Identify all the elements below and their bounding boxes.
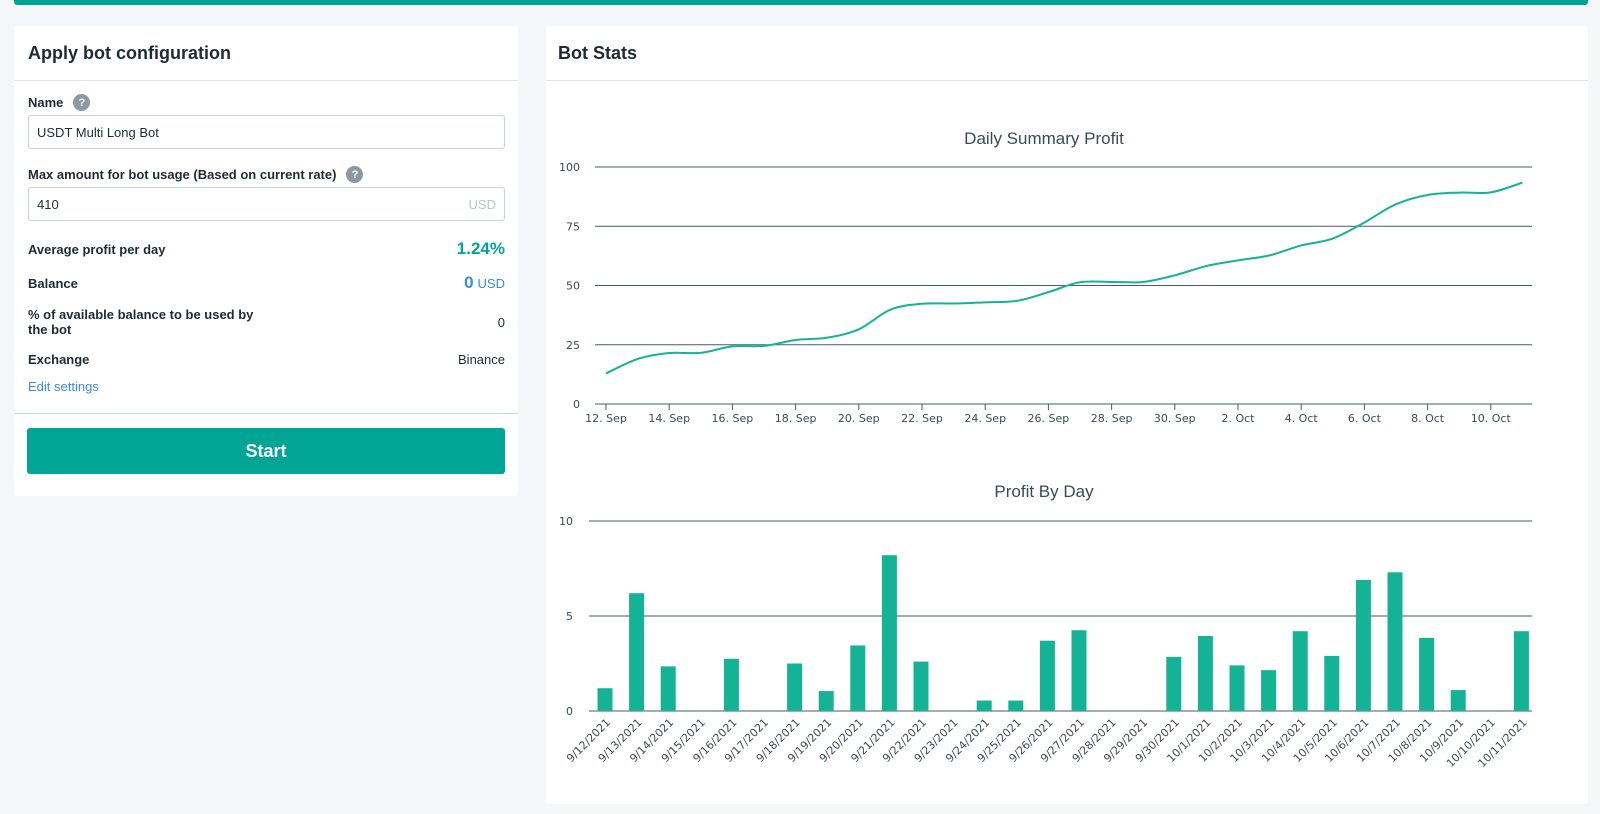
x-tick-label: 28. Sep	[1091, 412, 1133, 425]
pct-balance-row: % of available balance to be used by the…	[28, 306, 505, 338]
bar	[660, 666, 676, 711]
help-icon[interactable]: ?	[73, 94, 91, 111]
bar	[1387, 572, 1403, 711]
bar	[818, 691, 834, 711]
x-tick-label: 12. Sep	[585, 412, 627, 425]
bar	[1008, 700, 1024, 711]
avg-profit-label: Average profit per day	[28, 241, 166, 257]
x-tick-label: 6. Oct	[1348, 412, 1382, 425]
x-tick-label: 26. Sep	[1028, 412, 1070, 425]
bot-stats-panel: Bot Stats Daily Summary Profit 0 25 50 75 100…	[546, 26, 1588, 804]
daily-summary-profit-chart: Daily Summary Profit 0 25 50 75 100 12. Sep 14.…	[559, 129, 1532, 425]
bar	[1292, 631, 1308, 711]
chart-title: Daily Summary Profit	[964, 129, 1124, 148]
y-tick-label: 5	[566, 610, 573, 623]
bar	[976, 700, 992, 711]
x-tick-label: 18. Sep	[775, 412, 817, 425]
avg-profit-value: 1.24%	[456, 239, 505, 258]
x-tick-label: 8. Oct	[1411, 412, 1445, 425]
balance-value-group: 0 USD	[464, 273, 505, 293]
exchange-row: Exchange Binance	[28, 349, 505, 369]
currency-suffix: USD	[468, 196, 496, 212]
x-tick-label: 24. Sep	[964, 412, 1006, 425]
bar	[629, 593, 645, 711]
bar	[787, 663, 803, 711]
bar	[1197, 635, 1213, 711]
bar	[1261, 670, 1277, 711]
x-tick-label: 10. Oct	[1471, 412, 1512, 425]
name-input[interactable]: USDT Multi Long Bot	[28, 115, 505, 149]
bar	[850, 645, 866, 711]
balance-row: Balance 0 USD	[28, 271, 505, 295]
bar	[881, 555, 897, 711]
bar	[597, 688, 613, 711]
y-tick-label: 0	[566, 705, 573, 718]
help-icon[interactable]: ?	[346, 166, 364, 183]
y-tick-label: 10	[559, 515, 573, 528]
bar	[1071, 630, 1087, 711]
pct-balance-value: 0	[497, 314, 505, 330]
divider	[14, 413, 518, 414]
pct-balance-label: % of available balance to be used by the…	[28, 307, 254, 337]
bar	[1229, 665, 1245, 711]
balance-currency: USD	[477, 276, 505, 291]
bar	[1324, 655, 1340, 711]
max-amount-input[interactable]: 410 USD	[28, 187, 505, 221]
exchange-label: Exchange	[28, 351, 90, 367]
max-amount-label-text: Max amount for bot usage (Based on curre…	[28, 167, 337, 182]
y-tick-label: 0	[573, 398, 580, 411]
bar	[1039, 640, 1055, 711]
bar	[1513, 631, 1529, 711]
top-accent-bar	[14, 0, 1588, 5]
name-field-label: Name ?	[28, 94, 91, 111]
bar	[1166, 656, 1182, 711]
panel-title: Bot Stats	[546, 26, 1588, 81]
bar	[1355, 579, 1371, 711]
profit-by-day-chart: Profit By Day05109/12/20219/13/20219/14/…	[559, 482, 1532, 770]
start-button[interactable]: Start	[27, 428, 505, 474]
bar	[723, 658, 739, 711]
x-tick-label: 22. Sep	[901, 412, 943, 425]
balance-label: Balance	[28, 275, 78, 291]
x-tick-label: 14. Sep	[648, 412, 690, 425]
exchange-value: Binance	[458, 351, 505, 367]
series-line	[605, 181, 1523, 375]
y-tick-label: 75	[566, 220, 580, 233]
max-amount-input-value: 410	[37, 196, 59, 212]
name-label-text: Name	[28, 95, 64, 110]
chart-title: Profit By Day	[994, 482, 1094, 501]
y-tick-label: 25	[566, 339, 580, 352]
y-tick-label: 100	[559, 161, 580, 174]
max-amount-field-label: Max amount for bot usage (Based on curre…	[28, 166, 364, 183]
x-tick-label: 20. Sep	[838, 412, 880, 425]
y-tick-label: 50	[566, 280, 580, 293]
bar	[1419, 637, 1435, 711]
name-input-value: USDT Multi Long Bot	[37, 124, 159, 140]
x-tick-label: 4. Oct	[1285, 412, 1319, 425]
balance-value: 0	[464, 273, 474, 292]
avg-profit-row: Average profit per day 1.24%	[28, 237, 505, 261]
x-tick-label: 2. Oct	[1221, 412, 1255, 425]
edit-settings-link[interactable]: Edit settings	[28, 379, 99, 394]
panel-title: Apply bot configuration	[14, 26, 518, 81]
bar	[1450, 690, 1466, 711]
x-tick-label: 30. Sep	[1154, 412, 1196, 425]
x-tick-label: 16. Sep	[712, 412, 754, 425]
bar	[913, 661, 929, 711]
bot-config-panel: Apply bot configuration Name ? USDT Mult…	[14, 26, 518, 496]
